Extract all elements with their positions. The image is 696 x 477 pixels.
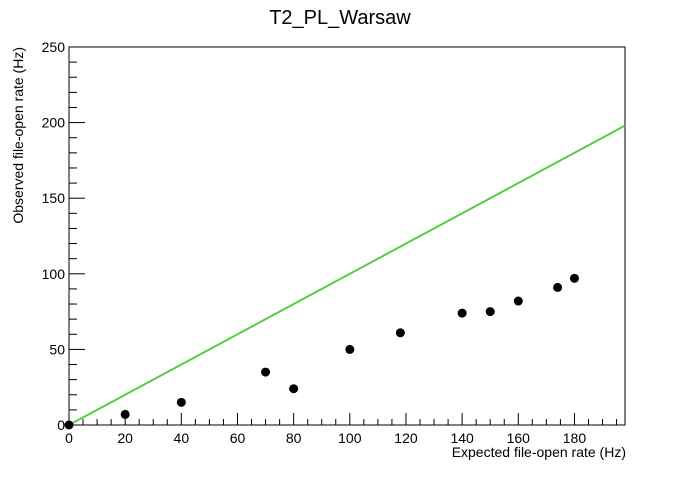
data-point [569,273,579,283]
data-point [395,328,405,338]
series-layer [64,124,626,430]
reference-line [68,124,626,426]
y-tick-label: 150 [42,190,66,206]
data-point [513,296,523,306]
data-point [457,308,467,318]
data-point [176,397,186,407]
x-tick-label: 0 [65,430,73,446]
y-tick-label: 250 [42,39,66,55]
data-point [289,384,299,394]
data-point [485,307,495,317]
x-tick-label: 180 [563,430,587,446]
x-tick-label: 80 [286,430,302,446]
y-axis-ticks [69,46,85,426]
x-tick-label: 120 [394,430,418,446]
y-tick-label: 0 [57,417,65,433]
x-tick-label: 160 [507,430,531,446]
x-axis-ticks [68,413,618,425]
data-point [64,420,74,430]
y-axis-tick-labels: 0 50 100 150 200 250 [42,39,66,433]
chart-title: T2_PL_Warsaw [269,7,411,29]
data-point [553,282,563,292]
y-tick-label: 200 [42,115,66,131]
data-point [345,344,355,354]
x-tick-label: 40 [174,430,190,446]
x-tick-label: 100 [338,430,362,446]
x-tick-label: 20 [117,430,133,446]
x-tick-label: 60 [230,430,246,446]
plot-frame [68,46,626,426]
x-axis-label: Expected file-open rate (Hz) [452,444,626,460]
x-axis-tick-labels: 0 20 40 60 80 100 120 140 160 180 [65,430,586,446]
y-tick-label: 50 [49,341,65,357]
x-tick-label: 140 [450,430,474,446]
data-point [261,367,271,377]
y-axis-label: Observed file-open rate (Hz) [10,47,26,224]
data-point [120,409,130,419]
y-tick-label: 100 [42,266,66,282]
